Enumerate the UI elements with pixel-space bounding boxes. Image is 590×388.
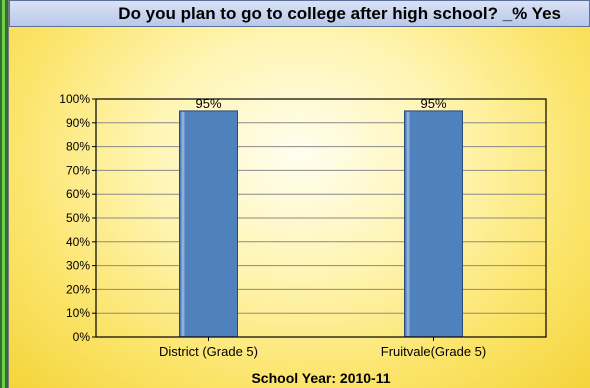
y-tick-label: 80% [66, 140, 90, 154]
y-tick-label: 70% [66, 163, 90, 177]
bar-highlight [406, 111, 410, 337]
category-label: Fruitvale(Grade 5) [381, 344, 486, 359]
data-label: 95% [195, 96, 221, 111]
y-tick-label: 100% [59, 92, 90, 106]
plot-border [95, 98, 547, 338]
bar-highlight [181, 111, 185, 337]
y-tick-label: 40% [66, 235, 90, 249]
chart-title-bar: Do you plan to go to college after high … [9, 0, 590, 27]
chart-panel: Do you plan to go to college after high … [8, 0, 590, 388]
left-border [0, 0, 8, 388]
y-tick-label: 30% [66, 259, 90, 273]
y-tick-label: 0% [73, 330, 91, 344]
y-tick-label: 10% [66, 306, 90, 320]
y-tick-label: 60% [66, 187, 90, 201]
left-border-highlight [2, 0, 5, 388]
bar [404, 110, 463, 338]
y-tick-label: 20% [66, 282, 90, 296]
bar-chart: 0% 10% 20% 30% 40% 50% 60% 70% 80% 90% 100% 95% Dist… [59, 92, 547, 386]
category-label: District (Grade 5) [159, 344, 258, 359]
x-axis-title: School Year: 2010-11 [251, 370, 390, 386]
data-label: 95% [420, 96, 446, 111]
y-tick-label: 50% [66, 211, 90, 225]
bar [179, 110, 238, 338]
chart-title: Do you plan to go to college after high … [118, 3, 561, 23]
y-tick-label: 90% [66, 116, 90, 130]
